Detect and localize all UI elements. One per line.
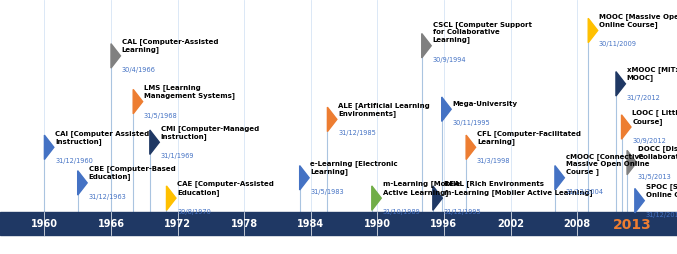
Text: DOCC [Distributed open
Collaborative Courses]: DOCC [Distributed open Collaborative Cou…	[638, 145, 677, 160]
Text: LMS [Learning
Management Systems]: LMS [Learning Management Systems]	[144, 84, 235, 99]
Bar	[0, 212, 677, 235]
Polygon shape	[433, 186, 442, 210]
Text: e-Learning [Electronic
Learning]: e-Learning [Electronic Learning]	[311, 160, 398, 175]
Text: CMI [Computer-Managed
Instruction]: CMI [Computer-Managed Instruction]	[160, 125, 259, 140]
Text: REAL [Rich Environments
m-Learning [Mobiler Active Learning]: REAL [Rich Environments m-Learning [Mobi…	[443, 181, 592, 196]
Text: 31/7/2012: 31/7/2012	[627, 95, 661, 101]
Polygon shape	[635, 188, 645, 213]
Text: 31/12/1963: 31/12/1963	[89, 194, 127, 200]
Polygon shape	[466, 135, 476, 160]
Polygon shape	[627, 150, 636, 175]
Text: CFL [Computer-Facilitated
Learning]: CFL [Computer-Facilitated Learning]	[477, 130, 581, 145]
Text: 1990: 1990	[364, 218, 391, 229]
Polygon shape	[555, 166, 565, 190]
Text: 31/12/1960: 31/12/1960	[56, 158, 93, 164]
Text: Mega-University: Mega-University	[452, 101, 518, 107]
Text: 31/3/1998: 31/3/1998	[477, 158, 510, 164]
Polygon shape	[588, 18, 598, 43]
Text: 1966: 1966	[97, 218, 125, 229]
Text: 31/5/2013: 31/5/2013	[638, 173, 672, 180]
Text: 1960: 1960	[31, 218, 58, 229]
Text: CBE [Computer-Based
Education]: CBE [Computer-Based Education]	[89, 165, 175, 180]
Polygon shape	[111, 44, 121, 68]
Polygon shape	[167, 186, 176, 210]
Polygon shape	[441, 97, 451, 121]
Text: xMOOC [MITx & EDX
MOOC]: xMOOC [MITx & EDX MOOC]	[627, 66, 677, 81]
Text: 1972: 1972	[164, 218, 191, 229]
Text: CAI [Computer Assisted
Instruction]: CAI [Computer Assisted Instruction]	[56, 130, 150, 145]
Polygon shape	[621, 115, 631, 139]
Text: 31/12/1985: 31/12/1985	[338, 130, 376, 136]
Text: 31/5/1968: 31/5/1968	[144, 113, 178, 119]
Text: 31/1/1969: 31/1/1969	[160, 153, 194, 159]
Text: ALE [Artificial Learning
Environments]: ALE [Artificial Learning Environments]	[338, 102, 430, 117]
Text: 31/12/1995: 31/12/1995	[443, 209, 481, 215]
Text: 31/12/2013: 31/12/2013	[646, 212, 677, 218]
Text: 30/11/2009: 30/11/2009	[599, 41, 637, 47]
Text: cMOOC [Connective
Massive Open Online
Course ]: cMOOC [Connective Massive Open Online Co…	[566, 153, 649, 175]
Text: CSCL [Computer Support
for Collaborative
Learning]: CSCL [Computer Support for Collaborative…	[433, 21, 531, 43]
Polygon shape	[300, 166, 309, 190]
Text: LOOC [ Little Open Online
Course]: LOOC [ Little Open Online Course]	[632, 109, 677, 124]
Polygon shape	[45, 135, 54, 160]
Text: 31/10/1989: 31/10/1989	[383, 209, 420, 215]
Text: 2002: 2002	[497, 218, 524, 229]
Text: 30/9/1994: 30/9/1994	[433, 57, 466, 63]
Text: MOOC [Massive Open
Online Course]: MOOC [Massive Open Online Course]	[599, 13, 677, 28]
Text: 30/8/1970: 30/8/1970	[177, 209, 211, 215]
Polygon shape	[150, 130, 159, 154]
Polygon shape	[422, 34, 431, 58]
Polygon shape	[133, 89, 143, 114]
Text: 2013: 2013	[613, 218, 652, 232]
Text: 30/4/1966: 30/4/1966	[122, 67, 156, 73]
Text: 31/12/2004: 31/12/2004	[566, 189, 604, 195]
Polygon shape	[78, 171, 87, 195]
Text: SPOC [Small Private
Online Course]: SPOC [Small Private Online Course]	[646, 183, 677, 198]
Polygon shape	[616, 72, 626, 96]
Text: 31/5/1983: 31/5/1983	[311, 189, 344, 195]
Text: 1984: 1984	[297, 218, 324, 229]
Text: m-Learning [Mobile
Active Learning]: m-Learning [Mobile Active Learning]	[383, 181, 460, 196]
Text: CAE [Computer-Assisted
Education]: CAE [Computer-Assisted Education]	[177, 181, 274, 196]
Text: 1996: 1996	[431, 218, 458, 229]
Text: CAL [Computer-Assisted
Learning]: CAL [Computer-Assisted Learning]	[122, 38, 218, 53]
Polygon shape	[328, 107, 337, 132]
Text: 1978: 1978	[231, 218, 258, 229]
Text: 30/9/2012: 30/9/2012	[632, 138, 666, 144]
Polygon shape	[372, 186, 381, 210]
Text: 2008: 2008	[563, 218, 590, 229]
Text: 30/11/1995: 30/11/1995	[452, 120, 490, 126]
